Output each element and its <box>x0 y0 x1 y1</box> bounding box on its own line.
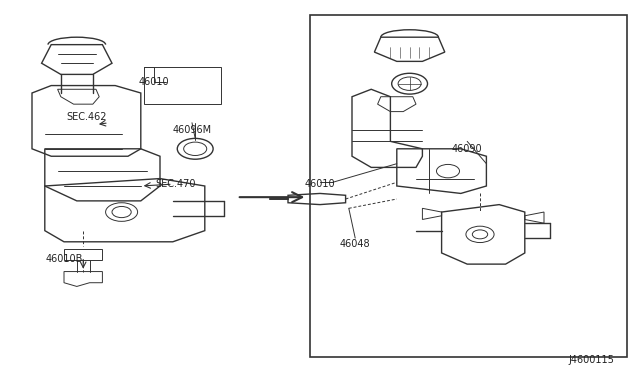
Text: 46096M: 46096M <box>172 125 212 135</box>
Text: J4600115: J4600115 <box>568 355 614 365</box>
Text: 46010: 46010 <box>138 77 169 87</box>
Text: 46090: 46090 <box>452 144 483 154</box>
Text: 46048: 46048 <box>340 239 371 248</box>
Text: 46010: 46010 <box>305 179 335 189</box>
Text: SEC.470: SEC.470 <box>156 179 196 189</box>
Text: SEC.462: SEC.462 <box>66 112 107 122</box>
Text: 46010B: 46010B <box>45 254 83 263</box>
